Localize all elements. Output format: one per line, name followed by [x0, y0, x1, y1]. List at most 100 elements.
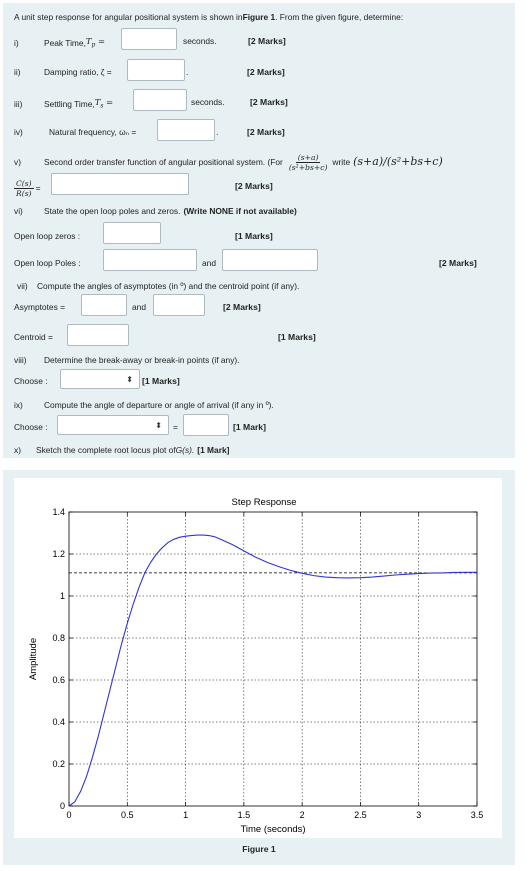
asymptotes-label: Asymptotes =: [14, 302, 65, 312]
open-loop-zeros-input[interactable]: [103, 222, 161, 244]
break-points-select[interactable]: ⬍: [60, 369, 140, 389]
q5-number: v): [14, 157, 21, 167]
q10-number: x): [14, 445, 21, 455]
figure-reference: Figure 1: [242, 12, 276, 22]
q5-text: Second order transfer function of angula…: [44, 157, 283, 167]
question-9-row: ix) Compute the angle of departure or an…: [14, 399, 274, 411]
x-tick-label: 3.5: [471, 810, 484, 820]
question-6-row: vi) State the open loop poles and zeros.…: [14, 205, 297, 217]
sort-arrows-icon: ⬍: [155, 421, 162, 430]
zeros-marks: [1 Marks]: [235, 231, 273, 241]
figure-canvas: Step Response 0 0.5 1 1.5 2 2.5 3 3.5 0 0.2 0.4 0.6…: [14, 478, 502, 838]
x-tick-label: 1: [183, 810, 188, 820]
settling-time-input[interactable]: [133, 89, 187, 111]
y-tick-label: 1.4: [52, 507, 65, 517]
x-axis-label: Time (seconds): [240, 824, 305, 835]
q3-marks: [2 Marks]: [250, 97, 288, 107]
q10-text: Sketch the complete root locus plot of: [36, 445, 176, 455]
q1-marks: [2 Marks]: [248, 36, 286, 46]
y-tick-label: 1.2: [52, 549, 65, 559]
y-tick-label: 0.4: [52, 717, 65, 727]
question-3-row: iii) Settling Time, Ts =: [14, 96, 113, 113]
question-10-row: x) Sketch the complete root locus plot o…: [14, 444, 229, 456]
asymptotes-marks: [2 Marks]: [223, 302, 261, 312]
asymptote-input-1[interactable]: [81, 294, 127, 316]
x-tick-label: 3: [416, 810, 421, 820]
question-4-row: iv) Natural frequency, ωₙ =: [14, 126, 136, 138]
q2-label: Damping ratio, ζ =: [44, 67, 112, 77]
q8-text: Determine the break-away or break-in poi…: [44, 355, 240, 365]
q4-label: Natural frequency, ωₙ =: [49, 127, 137, 137]
asymptotes-and-label: and: [132, 302, 146, 312]
y-tick-label: 0.6: [52, 675, 65, 685]
y-tick-label: 0.2: [52, 759, 65, 769]
intro-text: A unit step response for angular positio…: [14, 11, 403, 23]
damping-ratio-input[interactable]: [127, 59, 185, 81]
angle-type-select[interactable]: ⬍: [57, 415, 169, 435]
q2-number: ii): [14, 67, 21, 77]
transfer-function-row: C(s) R(s) =: [14, 176, 41, 200]
q9-choose-label: Choose :: [14, 422, 48, 432]
step-response-curve: [68, 534, 477, 807]
q10-marks: [1 Mark]: [197, 445, 230, 455]
question-5-row: v) Second order transfer function of ang…: [14, 151, 443, 173]
y-axis-label: Amplitude: [28, 638, 39, 680]
natural-frequency-input[interactable]: [157, 119, 215, 141]
y-tick-label: 0: [60, 801, 65, 811]
x-tick-label: 0: [66, 810, 71, 820]
peak-time-input[interactable]: [121, 28, 177, 50]
question-1-row: i) Peak Time, Tp =: [14, 35, 105, 52]
figure-caption: Figure 1: [242, 844, 276, 854]
question-panel: A unit step response for angular positio…: [3, 3, 515, 458]
q2-period: .: [186, 67, 189, 77]
question-7-row: vii) Compute the angles of asymptotes (i…: [14, 280, 299, 292]
q3-label: Settling Time,: [44, 99, 95, 110]
q8-marks: [1 Marks]: [142, 376, 180, 386]
q8-choose-label: Choose :: [14, 376, 48, 386]
open-loop-zeros-label: Open loop zeros :: [14, 231, 81, 241]
q1-symbol: Tp =: [85, 36, 106, 49]
q5-example-fraction: (s+a) (s²+bs+c): [288, 152, 328, 172]
q9-text: Compute the angle of departure or angle …: [44, 400, 274, 410]
q5-write-label: write: [332, 157, 351, 167]
transfer-function-input[interactable]: [51, 173, 189, 195]
intro-pre: A unit step response for angular positio…: [14, 12, 243, 22]
q3-unit: seconds.: [191, 97, 225, 107]
open-loop-poles-input-2[interactable]: [222, 249, 318, 271]
question-8-row: viii) Determine the break-away or break-…: [14, 354, 240, 366]
q4-marks: [2 Marks]: [247, 127, 285, 137]
q7-number: vii): [17, 281, 28, 291]
q7-text: Compute the angles of asymptotes (in º) …: [37, 281, 300, 291]
y-tick-label: 1: [60, 591, 65, 601]
q10-function: G(s).: [175, 445, 195, 455]
open-loop-poles-input-1[interactable]: [103, 249, 197, 271]
q5-marks: [2 Marks]: [235, 181, 273, 191]
figure-panel: Step Response 0 0.5 1 1.5 2 2.5 3 3.5 0 0.2 0.4 0.6…: [3, 470, 515, 865]
q5-expression: (s+a)/(s²+bs+c): [353, 155, 443, 168]
angle-value-input[interactable]: [183, 414, 229, 436]
intro-post: . From the given figure, determine:: [275, 12, 404, 22]
plot-area: [68, 511, 478, 807]
chart-grid: [69, 512, 477, 806]
transfer-function-fraction: C(s) R(s): [14, 178, 34, 198]
q1-number: i): [14, 38, 19, 49]
q9-number: ix): [14, 400, 23, 410]
sort-arrows-icon: ⬍: [126, 375, 133, 384]
asymptote-input-2[interactable]: [153, 294, 205, 316]
x-tick-label: 2: [300, 810, 305, 820]
poles-marks: [2 Marks]: [439, 258, 477, 268]
q1-unit: seconds.: [183, 36, 217, 46]
q3-number: iii): [14, 99, 23, 110]
q4-period: .: [216, 127, 219, 137]
chart-ticks: 0 0.5 1 1.5 2 2.5 3 3.5 0 0.2 0.4 0.6 0.8 1 1.2 1.4: [52, 507, 483, 820]
poles-and-label: and: [202, 258, 216, 268]
q6-note: (Write NONE if not available): [183, 206, 297, 216]
q1-label: Peak Time,: [44, 38, 86, 49]
y-tick-label: 0.8: [52, 633, 65, 643]
x-tick-label: 1.5: [238, 810, 251, 820]
centroid-input[interactable]: [67, 324, 129, 346]
question-2-row: ii) Damping ratio, ζ =: [14, 66, 112, 78]
open-loop-poles-label: Open loop Poles :: [14, 258, 81, 268]
chart-title: Step Response: [232, 497, 297, 508]
x-tick-label: 0.5: [121, 810, 134, 820]
